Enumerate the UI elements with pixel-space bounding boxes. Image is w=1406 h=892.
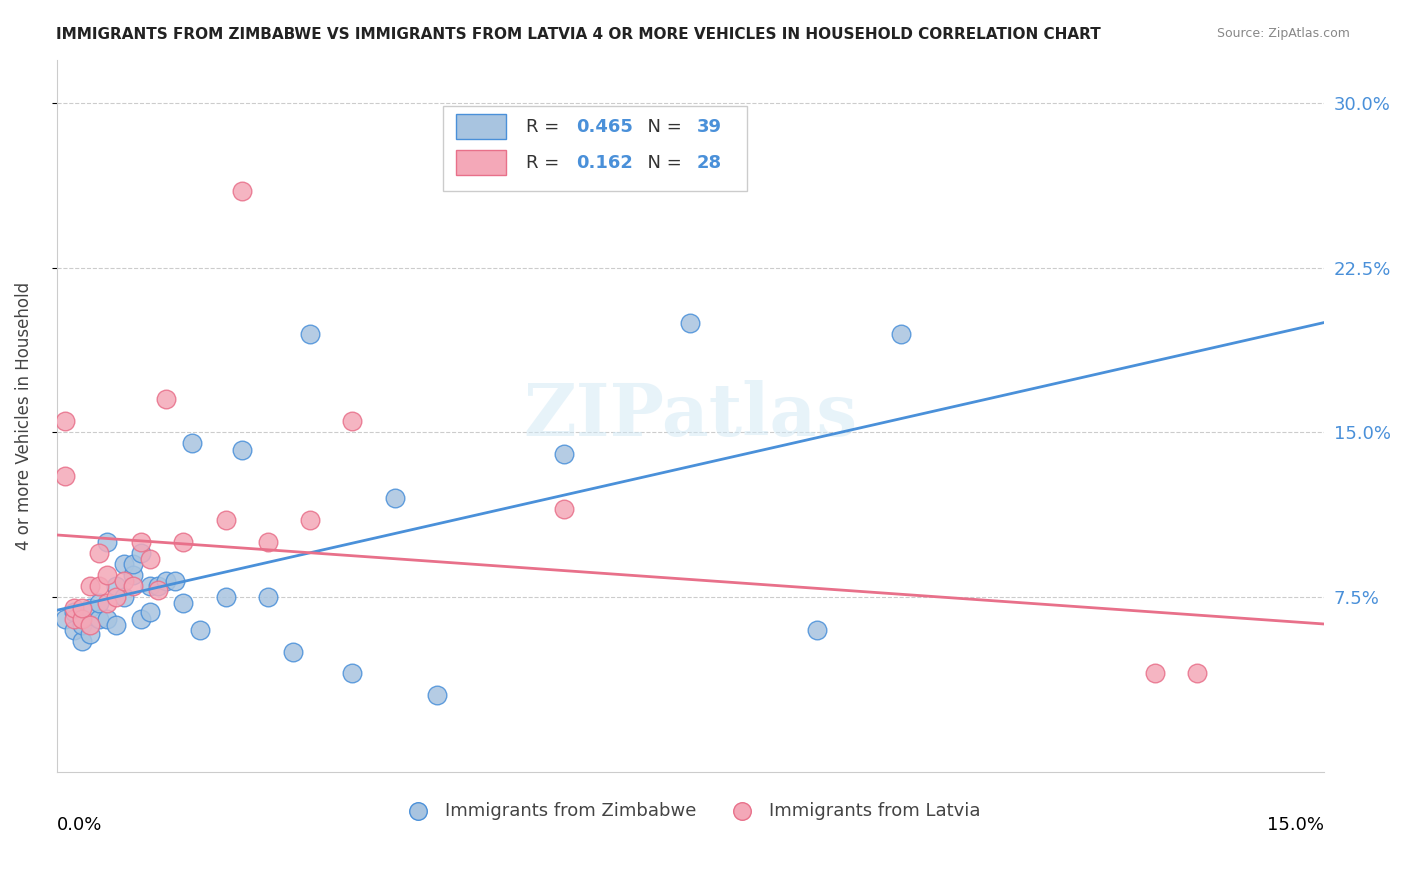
Point	[104, 618, 127, 632]
Point	[155, 392, 177, 407]
FancyBboxPatch shape	[456, 150, 506, 175]
Point	[426, 689, 449, 703]
Text: R =: R =	[526, 119, 565, 136]
Point	[188, 623, 211, 637]
Point	[70, 612, 93, 626]
FancyBboxPatch shape	[443, 106, 747, 192]
Text: 0.0%: 0.0%	[56, 816, 103, 834]
FancyBboxPatch shape	[456, 114, 506, 139]
Point	[87, 596, 110, 610]
Point	[96, 567, 118, 582]
Point	[87, 579, 110, 593]
Text: 28: 28	[696, 154, 721, 172]
Point	[890, 326, 912, 341]
Point	[112, 557, 135, 571]
Text: 0.162: 0.162	[576, 154, 633, 172]
Point	[384, 491, 406, 505]
Point	[70, 600, 93, 615]
Text: N =: N =	[636, 154, 688, 172]
Point	[146, 579, 169, 593]
Point	[1185, 666, 1208, 681]
Point	[112, 590, 135, 604]
Point	[1143, 666, 1166, 681]
Point	[121, 567, 143, 582]
Point	[138, 579, 160, 593]
Point	[172, 535, 194, 549]
Text: 15.0%: 15.0%	[1267, 816, 1324, 834]
Point	[342, 666, 364, 681]
Point	[231, 184, 253, 198]
Point	[53, 612, 76, 626]
Point	[256, 535, 278, 549]
Text: ZIPatlas: ZIPatlas	[523, 380, 858, 451]
Point	[96, 612, 118, 626]
Point	[214, 590, 236, 604]
Point	[79, 618, 101, 632]
Text: Source: ZipAtlas.com: Source: ZipAtlas.com	[1216, 27, 1350, 40]
Point	[214, 513, 236, 527]
Point	[62, 623, 84, 637]
Point	[62, 600, 84, 615]
Point	[299, 513, 322, 527]
Text: 0.465: 0.465	[576, 119, 633, 136]
Point	[256, 590, 278, 604]
Text: N =: N =	[636, 119, 688, 136]
Point	[129, 546, 152, 560]
Point	[553, 502, 575, 516]
Point	[87, 612, 110, 626]
Legend: Immigrants from Zimbabwe, Immigrants from Latvia: Immigrants from Zimbabwe, Immigrants fro…	[392, 795, 987, 827]
Point	[679, 316, 702, 330]
Point	[231, 442, 253, 457]
Point	[70, 618, 93, 632]
Text: R =: R =	[526, 154, 565, 172]
Point	[342, 414, 364, 428]
Point	[79, 579, 101, 593]
Point	[87, 546, 110, 560]
Point	[180, 436, 202, 450]
Point	[104, 579, 127, 593]
Point	[129, 612, 152, 626]
Point	[121, 579, 143, 593]
Point	[70, 633, 93, 648]
Point	[96, 535, 118, 549]
Point	[79, 627, 101, 641]
Point	[172, 596, 194, 610]
Y-axis label: 4 or more Vehicles in Household: 4 or more Vehicles in Household	[15, 282, 32, 550]
Point	[283, 644, 305, 658]
Point	[112, 574, 135, 589]
Point	[138, 605, 160, 619]
Point	[163, 574, 186, 589]
Point	[62, 612, 84, 626]
Point	[553, 447, 575, 461]
Point	[121, 557, 143, 571]
Text: IMMIGRANTS FROM ZIMBABWE VS IMMIGRANTS FROM LATVIA 4 OR MORE VEHICLES IN HOUSEHO: IMMIGRANTS FROM ZIMBABWE VS IMMIGRANTS F…	[56, 27, 1101, 42]
Point	[96, 596, 118, 610]
Point	[155, 574, 177, 589]
Point	[138, 552, 160, 566]
Point	[79, 600, 101, 615]
Point	[104, 590, 127, 604]
Point	[299, 326, 322, 341]
Point	[146, 583, 169, 598]
Point	[129, 535, 152, 549]
Point	[806, 623, 828, 637]
Point	[53, 414, 76, 428]
Point	[53, 469, 76, 483]
Point	[62, 605, 84, 619]
Text: 39: 39	[696, 119, 721, 136]
